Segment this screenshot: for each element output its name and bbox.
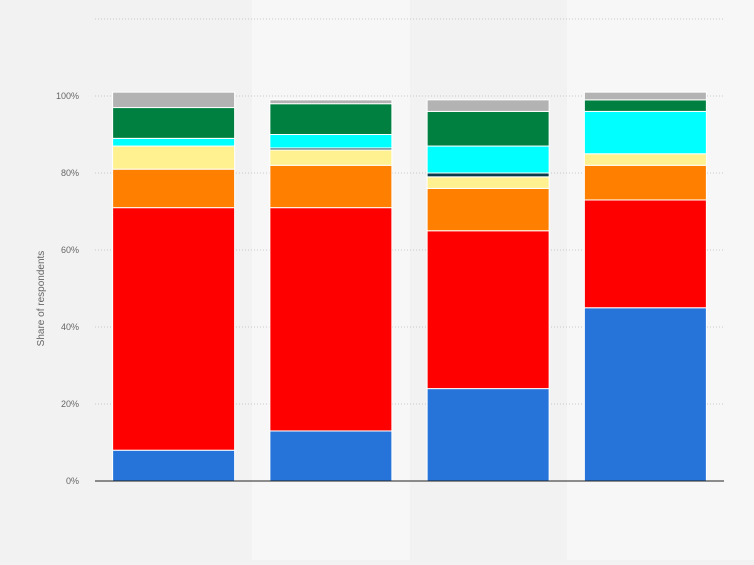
- bar-segment: [112, 168, 236, 209]
- bar-segment: [112, 137, 236, 147]
- bar-segment: [112, 449, 236, 482]
- bar-segment: [269, 103, 393, 135]
- bar-segment: [426, 99, 550, 112]
- y-tick-label: 40%: [61, 322, 79, 332]
- bar-segment: [426, 187, 550, 232]
- y-tick-label: 20%: [61, 399, 79, 409]
- bar-segment: [426, 176, 550, 189]
- bar-segment: [269, 430, 393, 482]
- bar-segment: [583, 199, 707, 309]
- bar-segment: [426, 110, 550, 147]
- bar-segment: [269, 207, 393, 432]
- bar-segment: [583, 110, 707, 155]
- y-axis-label: Share of respondents: [36, 251, 47, 347]
- bar-segment: [426, 145, 550, 174]
- bar-segment: [269, 149, 393, 166]
- bar-segment: [269, 164, 393, 209]
- y-tick-labels: 0% 20% 40% 60% 80% 100%: [56, 91, 79, 486]
- bars: [112, 91, 707, 482]
- y-tick-label: 0%: [66, 476, 79, 486]
- bar-segment: [583, 164, 707, 201]
- bar-segment: [583, 153, 707, 166]
- bar-segment: [112, 91, 236, 109]
- y-tick-label: 100%: [56, 91, 79, 101]
- bar-segment: [269, 134, 393, 149]
- bar-segment: [426, 230, 550, 390]
- bar-segment: [112, 145, 236, 170]
- bar-segment: [269, 99, 393, 105]
- y-tick-label: 80%: [61, 168, 79, 178]
- bar-segment: [583, 99, 707, 112]
- bar-segment: [112, 107, 236, 139]
- bar-segment: [583, 307, 707, 482]
- bar-segment: [112, 207, 236, 451]
- bar-segment: [426, 388, 550, 482]
- y-tick-label: 60%: [61, 245, 79, 255]
- bar-segment: [583, 91, 707, 101]
- bar-segment: [426, 172, 550, 178]
